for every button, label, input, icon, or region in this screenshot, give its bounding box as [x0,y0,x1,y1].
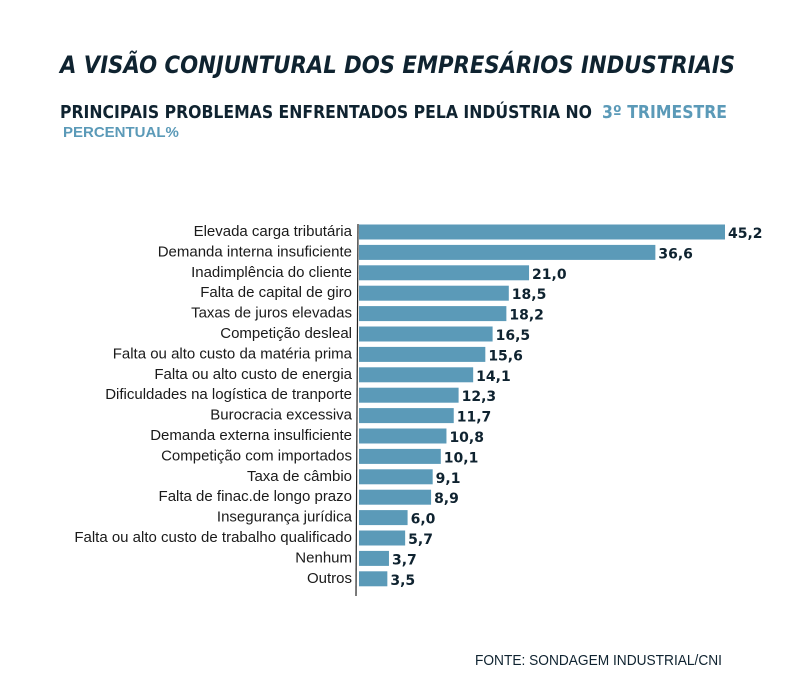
subtitle: PRINCIPAIS PROBLEMAS ENFRENTADOS PELA IN… [60,101,592,123]
bar [359,448,441,464]
bar [359,469,433,485]
value-label: 14,1 [476,369,511,385]
category-label: Inadimplência do cliente [191,264,352,281]
value-label: 11,7 [457,410,492,426]
bar [359,510,408,526]
category-label: Demanda interna insuficiente [158,243,352,260]
value-label: 45,2 [728,226,763,242]
value-label: 21,0 [532,267,567,283]
category-label: Falta ou alto custo de energia [154,366,352,383]
bar [359,224,725,240]
category-label: Outros [307,570,352,587]
bar [359,489,432,505]
value-label: 6,0 [411,512,436,528]
value-label: 3,5 [390,573,415,589]
category-label: Demanda externa insulficiente [150,427,352,444]
source: FONTE: SONDAGEM INDUSTRIAL/CNI [475,652,722,669]
value-label: 5,7 [408,532,433,548]
category-label: Competição desleal [220,325,352,342]
value-label: 18,5 [512,287,547,303]
category-label: Competição com importados [161,447,352,464]
value-label: 12,3 [462,389,497,405]
value-label: 8,9 [434,491,459,507]
bar [359,244,656,260]
axis-line [355,223,359,597]
bar [359,265,530,281]
bar [359,428,447,444]
unit-label: PERCENTUAL% [63,124,179,141]
category-label: Insegurança jurídica [217,509,353,526]
category-label: Dificuldades na logística de tranporte [105,386,352,403]
value-label: 10,8 [449,430,484,446]
value-label: 16,5 [496,328,531,344]
category-label: Falta de capital de giro [200,284,352,301]
category-label: Falta de finac.de longo prazo [159,488,352,505]
category-label: Elevada carga tributária [194,223,353,240]
bar [359,408,454,424]
bar [359,326,493,342]
bar [359,571,388,587]
value-label: 3,7 [392,552,417,568]
subtitle-highlight: 3º TRIMESTRE [602,102,727,123]
bar [359,387,459,403]
bar [359,306,507,322]
value-label: 10,1 [444,450,479,466]
bar [359,530,406,546]
bar [359,346,486,362]
chart-title: A VISÃO CONJUNTURAL DOS EMPRESÁRIOS INDU… [58,50,735,79]
category-label: Burocracia excessiva [210,407,352,424]
bar [359,285,509,301]
value-label: 9,1 [436,471,461,487]
category-label: Falta ou alto custo de trabalho qualific… [74,529,352,546]
value-label: 36,6 [658,246,693,262]
category-label: Nenhum [295,549,352,566]
category-label: Taxa de câmbio [247,468,352,485]
category-label: Falta ou alto custo da matéria prima [113,345,353,362]
bar [359,550,389,566]
category-label: Taxas de juros elevadas [191,305,352,322]
value-label: 15,6 [488,348,523,364]
bar [359,367,474,383]
value-label: 18,2 [509,308,544,324]
